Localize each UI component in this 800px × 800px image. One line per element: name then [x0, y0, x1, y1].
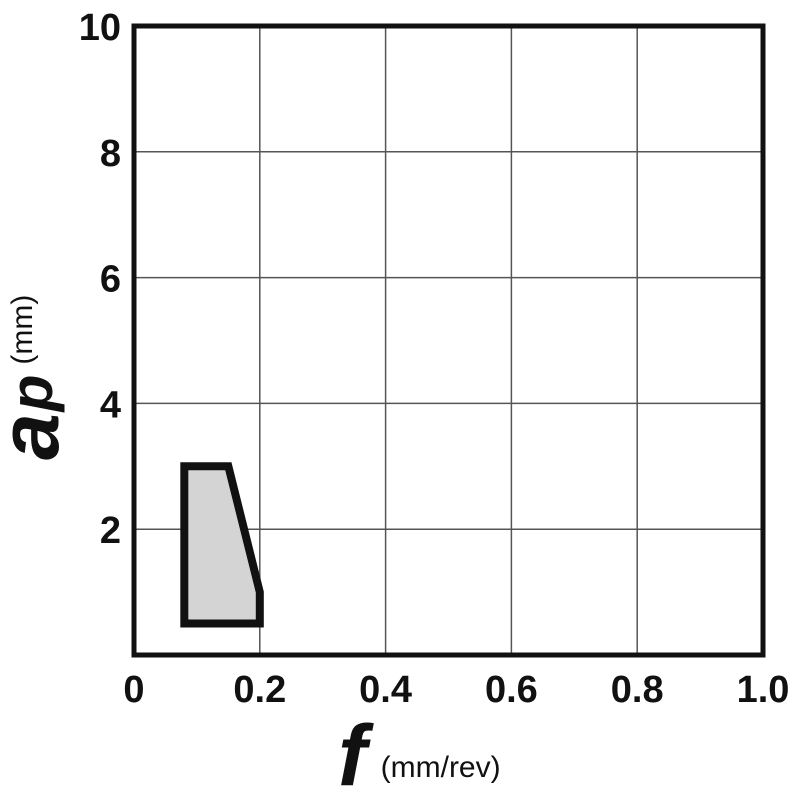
- grid: [134, 26, 763, 655]
- x-tick-label: 0.4: [359, 669, 412, 711]
- x-axis-unit: (mm/rev): [381, 751, 501, 784]
- y-axis-label: ap (mm): [0, 295, 76, 460]
- y-ticks: 2 4 6 8 10: [79, 7, 121, 552]
- y-axis-subscript: p: [0, 375, 65, 414]
- x-tick-label: 0.2: [233, 669, 286, 711]
- x-tick-label: 1.0: [737, 669, 790, 711]
- y-tick-label: 4: [100, 384, 121, 426]
- plot-frame: [131, 23, 766, 658]
- y-tick-label: 2: [100, 510, 121, 552]
- y-axis-unit: (mm): [6, 295, 39, 365]
- operating-region: [180, 462, 264, 628]
- y-tick-label: 8: [100, 133, 121, 175]
- y-tick-label: 6: [100, 259, 121, 301]
- x-tick-label: 0: [123, 669, 144, 711]
- y-axis-symbol: a: [0, 413, 76, 460]
- x-ticks: 0 0.2 0.4 0.6 0.8 1.0: [123, 669, 789, 711]
- svg-text:ap(mm): ap (mm): [0, 295, 76, 460]
- x-axis-label: f (mm/rev): [338, 708, 501, 800]
- x-tick-label: 0.6: [485, 669, 538, 711]
- x-tick-label: 0.8: [611, 669, 664, 711]
- y-tick-label: 10: [79, 7, 121, 49]
